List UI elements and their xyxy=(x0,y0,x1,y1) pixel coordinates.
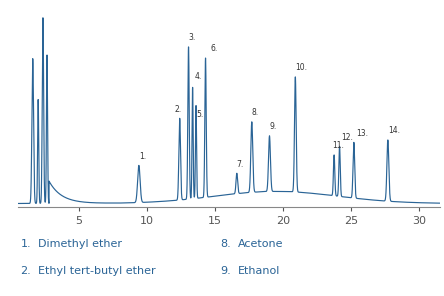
Text: 7.: 7. xyxy=(237,160,244,169)
Text: 2.: 2. xyxy=(20,266,31,276)
Text: 8.: 8. xyxy=(220,239,231,249)
Text: 9.: 9. xyxy=(270,122,277,131)
Text: 8.: 8. xyxy=(252,108,259,117)
Text: 14.: 14. xyxy=(388,126,400,135)
Text: 12.: 12. xyxy=(341,133,353,142)
Text: 4.: 4. xyxy=(194,72,202,81)
Text: 5.: 5. xyxy=(197,110,204,120)
Text: 13.: 13. xyxy=(356,129,368,138)
Text: 11.: 11. xyxy=(332,141,344,150)
Text: Ethyl tert-butyl ether: Ethyl tert-butyl ether xyxy=(38,266,155,276)
Text: 1.: 1. xyxy=(20,239,31,249)
Text: 9.: 9. xyxy=(220,266,231,276)
Text: Acetone: Acetone xyxy=(238,239,283,249)
Text: Ethanol: Ethanol xyxy=(238,266,280,276)
Text: 2.: 2. xyxy=(175,105,182,114)
Text: 6.: 6. xyxy=(211,44,218,53)
Text: 10.: 10. xyxy=(295,63,307,72)
Text: 1.: 1. xyxy=(139,152,146,161)
Text: 3.: 3. xyxy=(189,33,196,42)
Text: Dimethyl ether: Dimethyl ether xyxy=(38,239,122,249)
